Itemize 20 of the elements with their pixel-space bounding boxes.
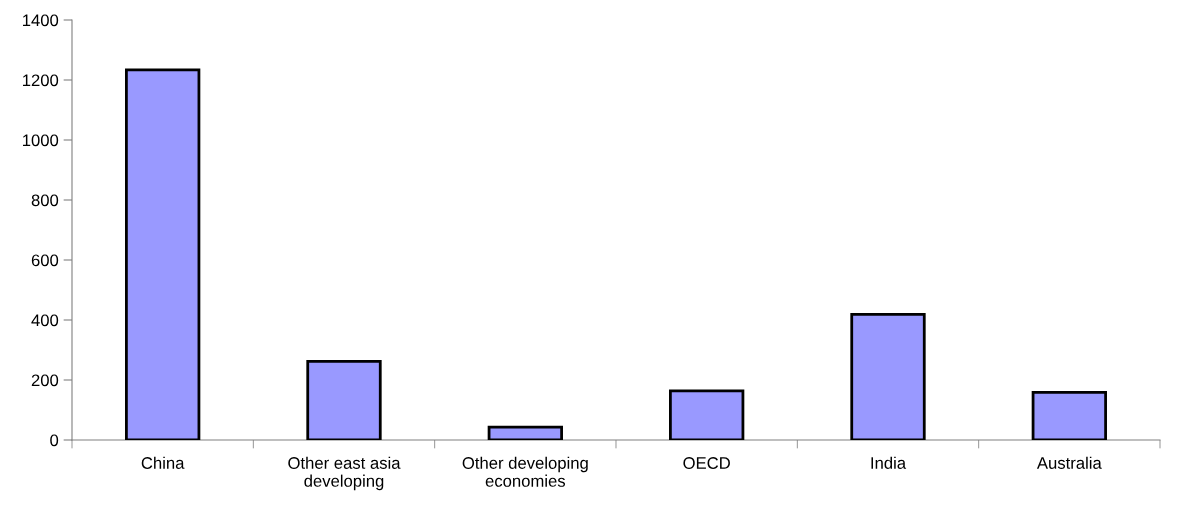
bar bbox=[306, 360, 382, 440]
y-tick-label: 0 bbox=[50, 434, 59, 447]
y-tick-label: 1200 bbox=[23, 74, 59, 87]
x-tick-label: China bbox=[141, 456, 185, 469]
x-tick-label: Australia bbox=[1036, 456, 1102, 469]
bar bbox=[850, 312, 926, 440]
x-tick-label: Other east asia developing bbox=[288, 456, 401, 491]
bar bbox=[125, 68, 201, 440]
y-tick-label: 800 bbox=[31, 194, 59, 207]
bar bbox=[669, 389, 745, 440]
x-tick-label: India bbox=[871, 456, 907, 469]
y-tick-label: 1400 bbox=[23, 14, 59, 27]
bar bbox=[487, 425, 563, 440]
x-tick-label: OECD bbox=[683, 457, 730, 469]
y-tick-label: 600 bbox=[31, 254, 59, 267]
bar bbox=[1031, 390, 1107, 440]
y-tick-label: 400 bbox=[31, 314, 59, 327]
y-tick-label: 200 bbox=[31, 374, 59, 387]
y-tick-label: 1000 bbox=[23, 134, 59, 147]
x-tick-label: Other developing economies bbox=[462, 456, 588, 487]
